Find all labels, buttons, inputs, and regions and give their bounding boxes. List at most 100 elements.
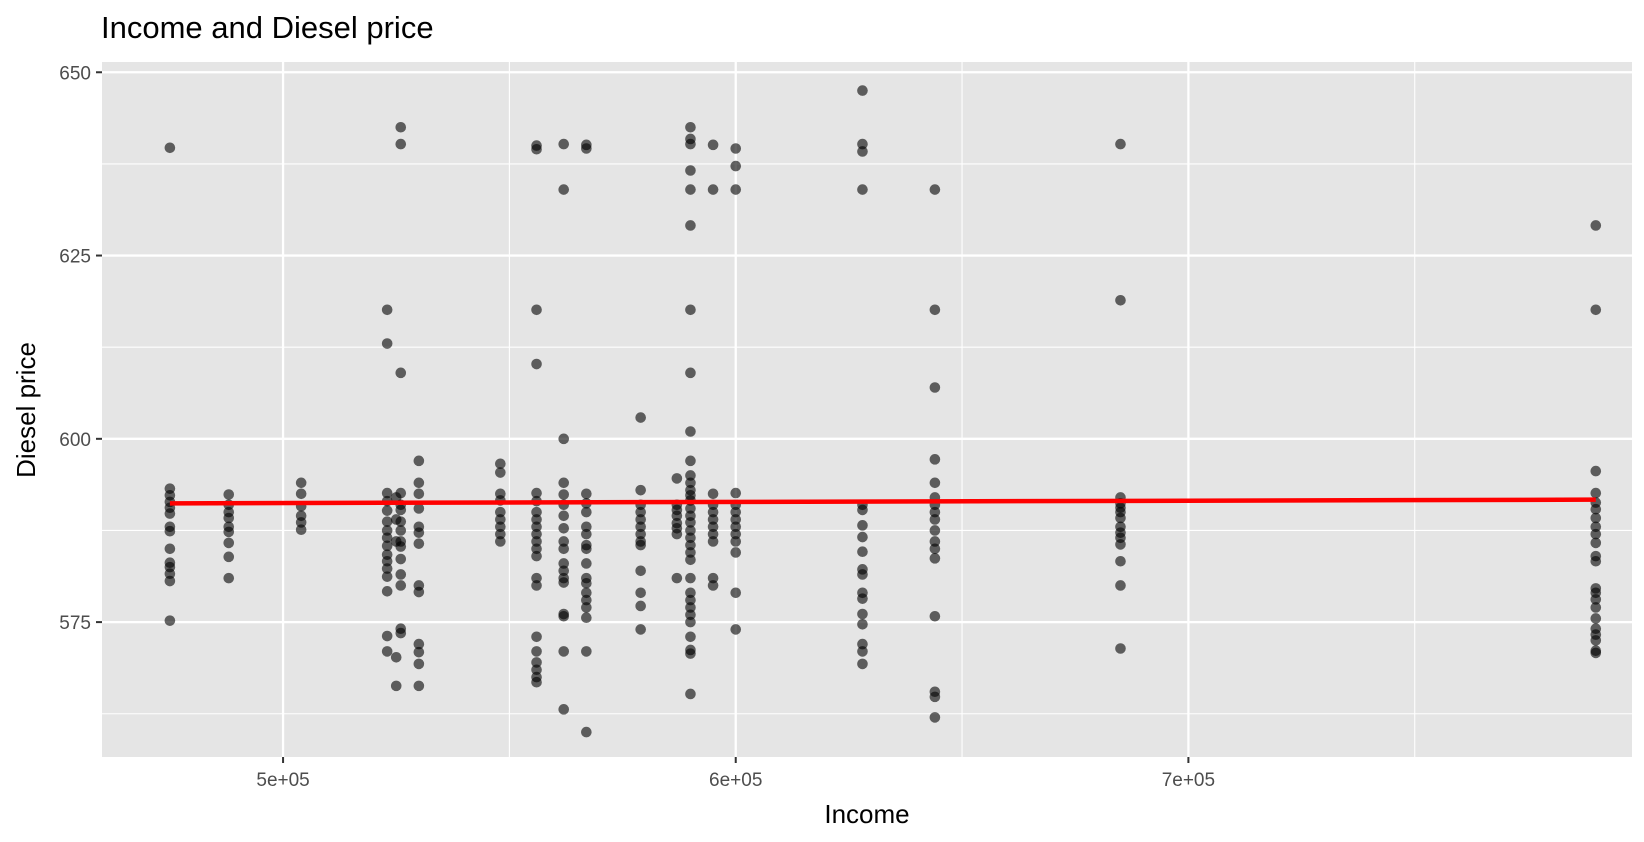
data-point: [685, 547, 696, 558]
data-point: [581, 602, 592, 613]
data-point: [558, 138, 570, 150]
data-point: [1590, 537, 1602, 549]
data-point: [381, 338, 393, 349]
data-point: [1590, 220, 1602, 231]
data-point: [730, 514, 742, 525]
data-point: [730, 521, 742, 533]
data-point: [685, 631, 696, 643]
chart-title: Income and Diesel price: [101, 10, 434, 45]
data-point: [295, 524, 307, 536]
data-point: [857, 646, 868, 657]
data-point: [581, 521, 592, 533]
y-tick-label: 575: [59, 613, 91, 634]
data-point: [929, 184, 941, 195]
data-point: [581, 543, 592, 555]
data-point: [929, 477, 941, 489]
data-point: [1590, 602, 1602, 613]
data-point: [558, 646, 570, 657]
data-point: [381, 630, 393, 642]
data-point: [581, 143, 592, 154]
data-point: [730, 547, 742, 558]
data-point: [413, 477, 425, 489]
data-point: [1590, 555, 1602, 567]
data-point: [685, 539, 696, 551]
data-point: [1590, 647, 1602, 659]
data-point: [381, 516, 393, 527]
data-point: [581, 646, 592, 657]
data-point: [223, 526, 235, 538]
data-point: [685, 587, 696, 599]
data-point: [395, 580, 407, 591]
data-point: [730, 587, 742, 599]
data-point: [558, 565, 570, 577]
data-point: [857, 520, 868, 531]
data-point: [531, 521, 542, 533]
data-point: [223, 489, 235, 500]
data-point: [531, 631, 542, 643]
data-point: [857, 569, 868, 580]
data-point: [413, 658, 425, 670]
data-point: [685, 470, 696, 481]
data-point: [381, 646, 393, 657]
data-point: [929, 712, 941, 723]
data-point: [635, 521, 646, 533]
data-point: [395, 525, 407, 536]
data-point: [1590, 487, 1602, 499]
data-point: [531, 580, 542, 591]
data-point: [685, 477, 696, 489]
data-point: [164, 525, 176, 537]
data-point: [857, 146, 868, 157]
data-point: [413, 503, 425, 514]
data-point: [685, 503, 696, 514]
data-point: [685, 616, 696, 628]
data-point: [531, 676, 542, 688]
data-point: [685, 594, 696, 606]
data-point: [730, 487, 742, 499]
data-point: [395, 121, 407, 133]
data-point: [1115, 580, 1126, 591]
data-point: [1590, 512, 1602, 524]
data-point: [531, 514, 542, 525]
data-point: [635, 565, 646, 577]
data-point: [707, 528, 719, 540]
data-point: [685, 367, 696, 379]
data-point: [381, 540, 393, 552]
data-point: [857, 85, 868, 96]
data-point: [581, 726, 592, 738]
data-point: [531, 528, 542, 540]
data-point: [390, 651, 402, 663]
data-point: [558, 184, 570, 195]
data-point: [857, 546, 868, 558]
data-point: [581, 488, 592, 500]
data-point: [685, 602, 696, 613]
data-point: [164, 575, 176, 587]
data-point: [707, 521, 719, 533]
data-point: [730, 160, 742, 172]
data-point: [857, 184, 868, 195]
data-point: [635, 484, 646, 496]
data-point: [531, 487, 542, 499]
data-point: [685, 165, 696, 176]
data-point: [857, 504, 868, 516]
data-point: [381, 525, 393, 536]
data-point: [381, 563, 393, 574]
data-point: [413, 527, 425, 538]
data-point: [685, 525, 696, 536]
data-point: [707, 514, 719, 525]
data-point: [531, 358, 542, 370]
x-axis: 5e+05 6e+05 7e+05: [256, 757, 1215, 791]
y-tick-label: 600: [59, 430, 91, 451]
data-point: [1590, 304, 1602, 316]
plot-panel: [102, 62, 1632, 757]
data-point: [381, 586, 393, 597]
data-point: [223, 512, 235, 524]
data-point: [857, 658, 868, 670]
data-point: [730, 624, 742, 635]
data-point: [413, 680, 425, 692]
data-point: [730, 506, 742, 518]
data-point: [1590, 613, 1602, 624]
data-point: [558, 433, 570, 445]
data-point: [395, 569, 407, 580]
data-point: [1590, 521, 1602, 533]
